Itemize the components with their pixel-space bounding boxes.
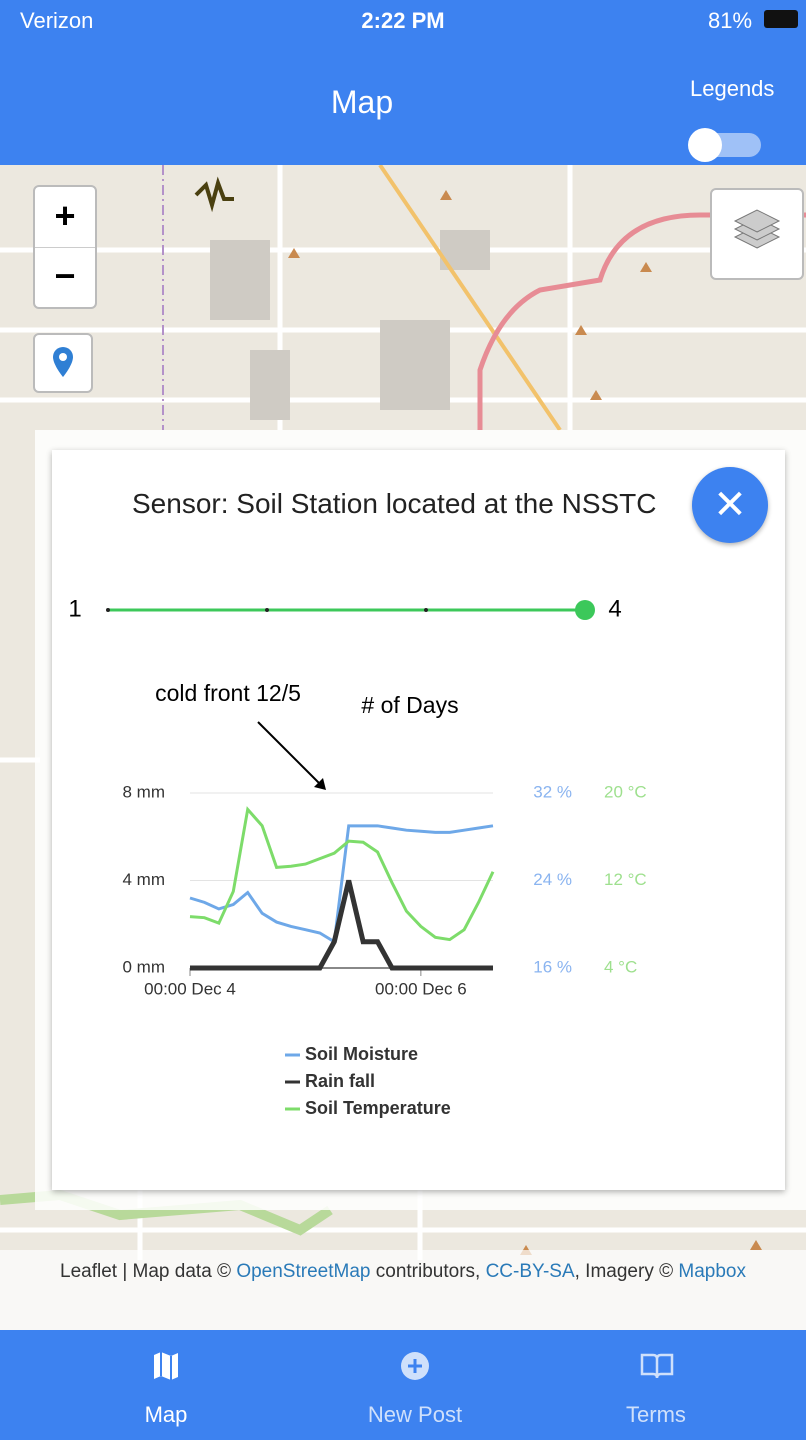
- attribution-text: , Imagery ©: [575, 1261, 679, 1282]
- attribution-text: contributors,: [370, 1261, 485, 1282]
- attribution-link[interactable]: OpenStreetMap: [236, 1261, 370, 1282]
- tab-terms[interactable]: Terms: [522, 1330, 790, 1440]
- popup-title: Sensor: Soil Station located at the NSST…: [132, 488, 742, 520]
- close-button[interactable]: ✕: [692, 467, 768, 543]
- attribution-text: | Map data ©: [117, 1261, 236, 1282]
- attribution: Leaflet | Map data © OpenStreetMap contr…: [0, 1250, 806, 1336]
- attribution-link[interactable]: CC-BY-SA: [486, 1261, 575, 1282]
- popup: Sensor: Soil Station located at the NSST…: [52, 450, 785, 1190]
- attribution-link[interactable]: Mapbox: [678, 1261, 746, 1282]
- tab-map[interactable]: Map: [32, 1330, 300, 1440]
- screen: + − Verizon 2:22 PM 81% Map Legends Sens…: [0, 0, 806, 1440]
- tab-new-post[interactable]: New Post: [281, 1330, 549, 1440]
- zoom-out[interactable]: −: [35, 248, 95, 306]
- top-bar: Verizon 2:22 PM 81% Map Legends: [0, 0, 806, 165]
- legends-label: Legends: [690, 76, 774, 102]
- layers-button[interactable]: [710, 188, 804, 280]
- locate-button[interactable]: [33, 333, 93, 393]
- tab-label: Terms: [522, 1402, 790, 1428]
- header-title: Map: [0, 84, 724, 121]
- tab-label: New Post: [281, 1402, 549, 1428]
- clock: 2:22 PM: [0, 8, 806, 34]
- tab-label: Map: [32, 1402, 300, 1428]
- tab-bar: Map New Post Terms: [0, 1330, 806, 1440]
- battery: 81%: [708, 8, 752, 34]
- attribution-link[interactable]: Leaflet: [60, 1261, 117, 1282]
- battery-icon: [764, 10, 798, 28]
- toggle-knob: [688, 128, 722, 162]
- zoom-control: + −: [33, 185, 97, 309]
- zoom-in[interactable]: +: [35, 187, 95, 248]
